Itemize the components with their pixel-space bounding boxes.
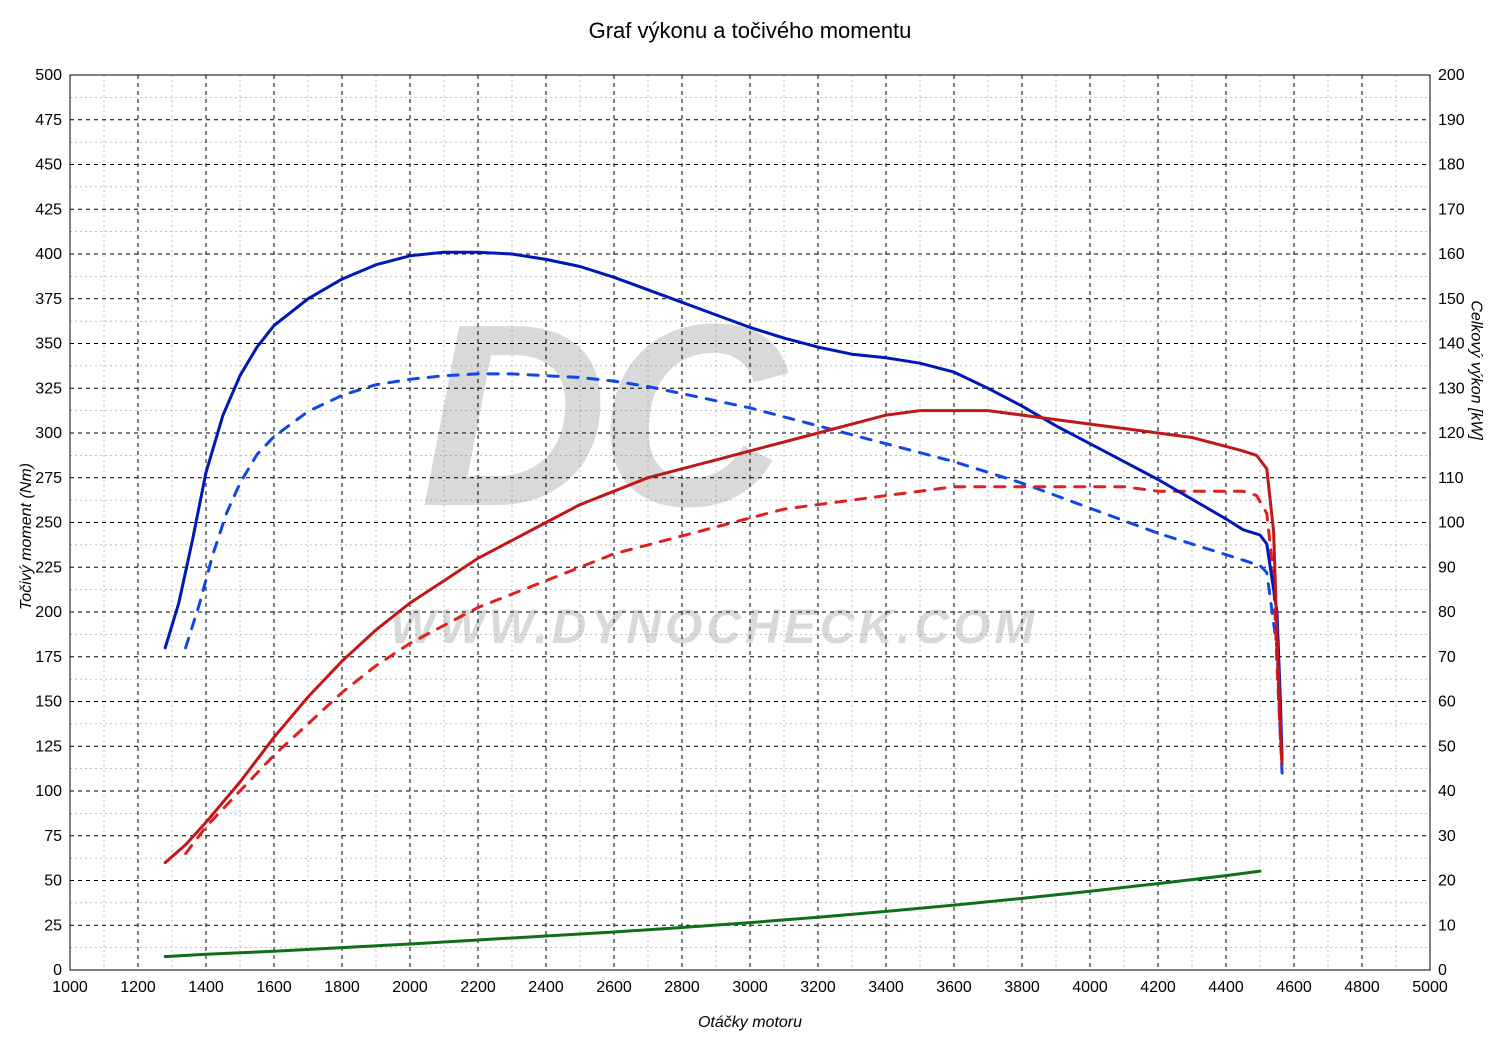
svg-text:50: 50: [1438, 738, 1456, 755]
svg-text:4800: 4800: [1344, 979, 1380, 996]
svg-text:275: 275: [35, 470, 62, 487]
svg-text:180: 180: [1438, 157, 1465, 174]
svg-text:75: 75: [44, 828, 62, 845]
series-loss: [165, 871, 1260, 957]
svg-text:325: 325: [35, 380, 62, 397]
svg-text:60: 60: [1438, 694, 1456, 711]
svg-text:500: 500: [35, 67, 62, 84]
svg-text:100: 100: [35, 783, 62, 800]
svg-text:120: 120: [1438, 425, 1465, 442]
svg-text:450: 450: [35, 157, 62, 174]
svg-text:125: 125: [35, 738, 62, 755]
svg-text:150: 150: [35, 694, 62, 711]
y-right-axis-label: Celkový výkon [kW]: [1467, 300, 1485, 440]
svg-text:3800: 3800: [1004, 979, 1040, 996]
svg-text:1400: 1400: [188, 979, 224, 996]
y-left-axis-label: Točivý moment (Nm): [18, 463, 36, 610]
svg-text:25: 25: [44, 917, 62, 934]
svg-text:140: 140: [1438, 336, 1465, 353]
svg-text:1000: 1000: [52, 979, 88, 996]
svg-text:0: 0: [53, 962, 62, 979]
svg-text:350: 350: [35, 336, 62, 353]
svg-text:175: 175: [35, 649, 62, 666]
svg-text:50: 50: [44, 873, 62, 890]
svg-text:4000: 4000: [1072, 979, 1108, 996]
svg-text:20: 20: [1438, 873, 1456, 890]
svg-text:40: 40: [1438, 783, 1456, 800]
svg-text:2000: 2000: [392, 979, 428, 996]
svg-text:4200: 4200: [1140, 979, 1176, 996]
svg-text:160: 160: [1438, 246, 1465, 263]
svg-text:70: 70: [1438, 649, 1456, 666]
chart-container: Graf výkonu a točivého momentu DC WWW.DY…: [0, 0, 1500, 1040]
svg-text:2200: 2200: [460, 979, 496, 996]
svg-text:425: 425: [35, 201, 62, 218]
svg-text:130: 130: [1438, 380, 1465, 397]
svg-text:3000: 3000: [732, 979, 768, 996]
svg-text:1800: 1800: [324, 979, 360, 996]
svg-text:1600: 1600: [256, 979, 292, 996]
svg-text:110: 110: [1438, 470, 1464, 487]
svg-text:2600: 2600: [596, 979, 632, 996]
svg-text:475: 475: [35, 112, 62, 129]
svg-text:0: 0: [1438, 962, 1447, 979]
svg-text:90: 90: [1438, 559, 1456, 576]
x-axis-label: Otáčky motoru: [0, 1014, 1500, 1032]
svg-text:3200: 3200: [800, 979, 836, 996]
svg-text:10: 10: [1438, 917, 1456, 934]
series-torque_tuned: [165, 252, 1282, 759]
svg-text:2800: 2800: [664, 979, 700, 996]
svg-text:3400: 3400: [868, 979, 904, 996]
series-torque_stock: [186, 374, 1283, 773]
svg-text:80: 80: [1438, 604, 1456, 621]
svg-text:200: 200: [35, 604, 62, 621]
svg-text:2400: 2400: [528, 979, 564, 996]
svg-text:1200: 1200: [120, 979, 156, 996]
plot-svg: 1000120014001600180020002200240026002800…: [0, 0, 1500, 1040]
svg-text:30: 30: [1438, 828, 1456, 845]
series-power_tuned: [165, 411, 1282, 863]
svg-text:170: 170: [1438, 201, 1465, 218]
svg-text:4400: 4400: [1208, 979, 1244, 996]
svg-text:190: 190: [1438, 112, 1465, 129]
svg-text:250: 250: [35, 515, 62, 532]
svg-text:3600: 3600: [936, 979, 972, 996]
svg-text:300: 300: [35, 425, 62, 442]
svg-text:5000: 5000: [1412, 979, 1448, 996]
svg-text:225: 225: [35, 559, 62, 576]
svg-text:100: 100: [1438, 515, 1465, 532]
svg-text:400: 400: [35, 246, 62, 263]
svg-text:4600: 4600: [1276, 979, 1312, 996]
svg-text:375: 375: [35, 291, 62, 308]
svg-text:150: 150: [1438, 291, 1465, 308]
svg-text:200: 200: [1438, 67, 1465, 84]
series-power_stock: [186, 487, 1283, 854]
